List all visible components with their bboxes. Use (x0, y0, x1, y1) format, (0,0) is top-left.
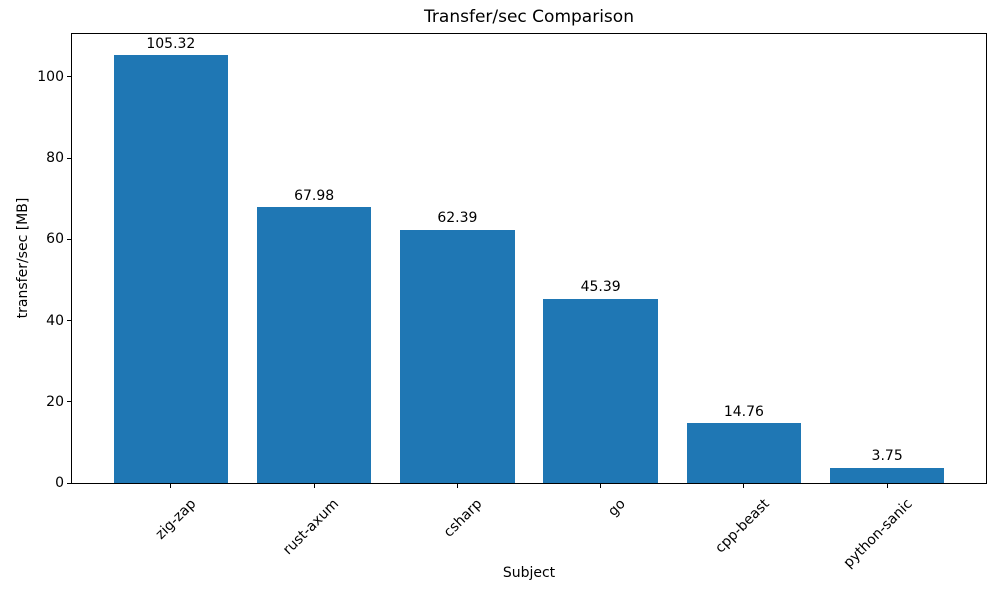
x-axis-label: Subject (502, 565, 556, 581)
x-tick-label-zig-zap: zig-zap (152, 496, 200, 543)
y-axis-label: transfer/sec [MB] (15, 197, 31, 319)
y-tick-label: 20 (46, 393, 64, 410)
x-tick-mark (456, 484, 458, 488)
bar-zig-zap (113, 55, 229, 483)
bar-go (543, 298, 658, 483)
bar-cpp-beast (686, 423, 802, 483)
plot-area: 0 20 40 60 80 100 105.32 zig-zap 67.98 rust-axum 6… (37, 33, 987, 571)
y-tick-label: 40 (46, 312, 64, 329)
x-tick-mark (313, 484, 315, 488)
bar-value-label: 67.98 (294, 187, 335, 204)
x-tick-mark (600, 484, 602, 488)
y-tick-label: 100 (37, 68, 64, 85)
y-tick-mark (67, 76, 71, 78)
y-tick-label: 80 (46, 150, 64, 167)
bar-value-label: 3.75 (871, 448, 903, 465)
bar-value-label: 105.32 (146, 36, 196, 53)
x-tick-label-cpp-beast: cpp-beast (711, 496, 773, 557)
y-tick-label: 60 (46, 231, 64, 248)
bar-rust-axum (256, 207, 372, 483)
y-tick-mark (67, 157, 71, 159)
x-tick-mark (743, 484, 745, 488)
y-tick-label: 0 (55, 475, 64, 491)
x-tick-label-go: go (605, 496, 629, 520)
bar-value-label: 45.39 (580, 279, 621, 296)
x-tick-label-python-sanic: python-sanic (840, 496, 916, 572)
x-tick-label-csharp: csharp (441, 496, 486, 541)
bar-value-label: 62.39 (437, 210, 478, 227)
chart-title: Transfer/sec Comparison (424, 7, 634, 27)
y-tick-mark (67, 401, 71, 403)
y-tick-mark (67, 320, 71, 322)
x-tick-mark (886, 484, 888, 488)
y-tick-mark (67, 238, 71, 240)
bar-python-sanic (829, 467, 945, 483)
bar-value-label: 14.76 (723, 403, 764, 420)
bar-csharp (400, 229, 515, 483)
y-tick-mark (67, 482, 71, 484)
x-tick-label-rust-axum: rust-axum (280, 496, 343, 559)
x-tick-mark (170, 484, 172, 488)
